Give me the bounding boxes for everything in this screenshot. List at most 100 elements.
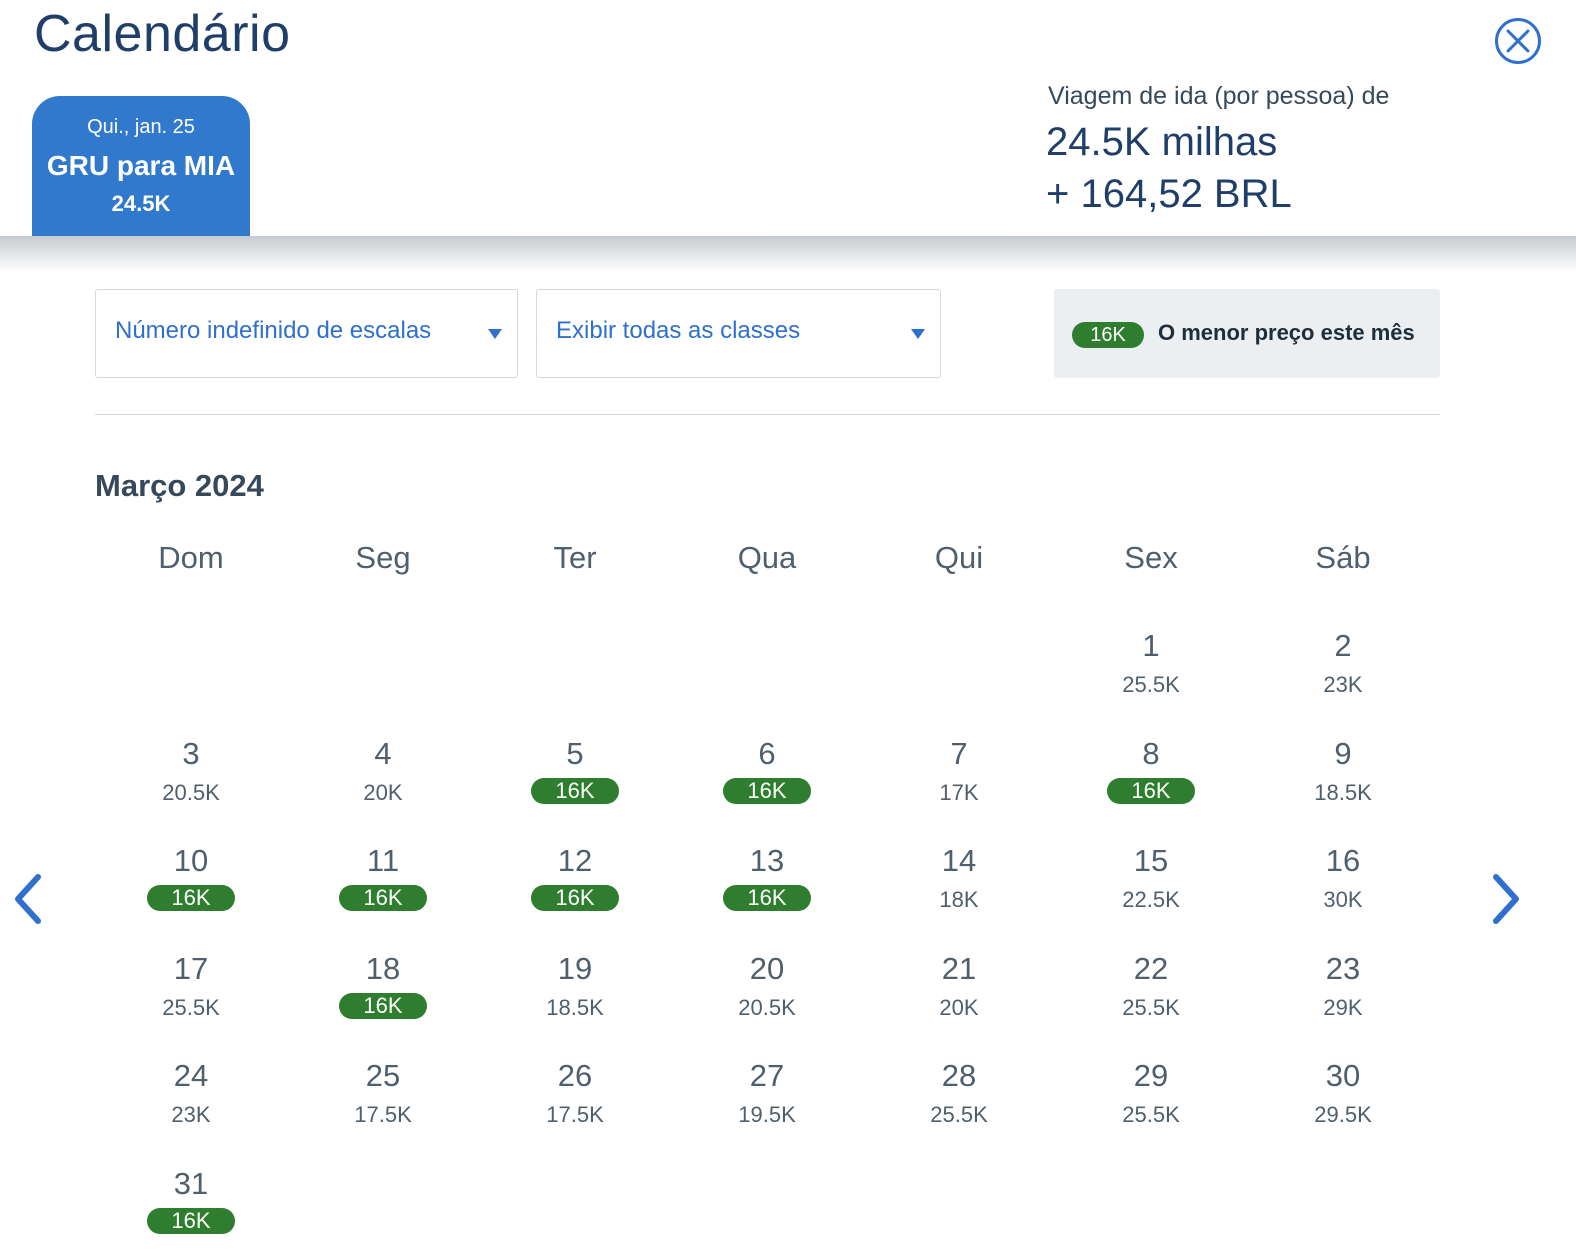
- day-number: 29: [1133, 1058, 1169, 1093]
- day-price: 20K: [939, 994, 979, 1020]
- legend-text: O menor preço este mês: [1158, 320, 1415, 345]
- lowest-price-badge: 16K: [1107, 777, 1195, 804]
- day-number: 24: [173, 1058, 209, 1093]
- cabin-select[interactable]: Exibir todas as classes: [536, 289, 941, 378]
- calendar-day[interactable]: 27 19.5K: [671, 1050, 863, 1150]
- fare-label: Viagem de ida (por pessoa) de: [1048, 82, 1390, 110]
- previous-month-button[interactable]: [8, 871, 48, 927]
- lowest-price-badge: 16K: [723, 885, 811, 911]
- day-number: 5: [566, 735, 584, 771]
- stops-select[interactable]: Número indefinido de escalas: [95, 289, 518, 378]
- day-number: 30: [1325, 1058, 1361, 1093]
- day-number: 19: [557, 950, 593, 986]
- calendar-day[interactable]: 31 16K: [95, 1158, 287, 1258]
- lowest-price-badge: 16K: [147, 885, 235, 911]
- day-number: 27: [749, 1058, 785, 1093]
- day-number: 10: [173, 843, 209, 878]
- flight-tab-price: 24.5K: [111, 191, 171, 216]
- weekday-label: Qui: [934, 540, 984, 575]
- calendar-day[interactable]: 14 18K: [863, 835, 1055, 935]
- day-number: 31: [173, 1165, 209, 1201]
- calendar-day[interactable]: 23 29K: [1247, 943, 1439, 1043]
- calendar-day[interactable]: 2 23K: [1247, 620, 1439, 720]
- day-number: 7: [950, 735, 968, 771]
- day-price: 25.5K: [1122, 994, 1180, 1020]
- calendar-day[interactable]: 22 25.5K: [1055, 943, 1247, 1043]
- calendar-day[interactable]: 6 16K: [671, 728, 863, 828]
- fare-miles: 24.5K milhas: [1046, 120, 1278, 164]
- day-number: 8: [1142, 735, 1160, 771]
- day-price: 17.5K: [354, 1102, 412, 1127]
- calendar-day[interactable]: 24 23K: [95, 1050, 287, 1150]
- flight-tab-route: GRU para MIA: [46, 150, 236, 181]
- day-number: 14: [941, 843, 977, 878]
- day-number: 11: [366, 843, 400, 878]
- weekday-header: Dom Seg Ter Qua Qui Sex Sáb: [95, 540, 1439, 584]
- calendar-day[interactable]: 10 16K: [95, 835, 287, 935]
- calendar-day[interactable]: 12 16K: [479, 835, 671, 935]
- calendar-day[interactable]: 9 18.5K: [1247, 728, 1439, 828]
- calendar-day[interactable]: 30 29.5K: [1247, 1050, 1439, 1150]
- caret-down-icon: [911, 329, 925, 339]
- fare-cash: + 164,52 BRL: [1046, 172, 1292, 216]
- next-month-button[interactable]: [1486, 871, 1526, 927]
- calendar-day[interactable]: 19 18.5K: [479, 943, 671, 1043]
- day-number: 22: [1133, 950, 1169, 986]
- day-price: 29.5K: [1314, 1102, 1372, 1127]
- flight-tab[interactable]: Qui., jan. 25 GRU para MIA 24.5K: [32, 96, 250, 236]
- close-button[interactable]: [1495, 18, 1541, 64]
- calendar-day[interactable]: 7 17K: [863, 728, 1055, 828]
- lowest-price-badge: 16K: [531, 885, 619, 911]
- calendar-day[interactable]: 28 25.5K: [863, 1050, 1055, 1150]
- weekday-label: Ter: [553, 540, 597, 575]
- day-number: 3: [182, 735, 200, 771]
- day-number: 6: [758, 735, 776, 771]
- day-number: 2: [1334, 628, 1352, 663]
- lowest-price-badge: 16K: [339, 992, 427, 1019]
- calendar-day[interactable]: 17 25.5K: [95, 943, 287, 1043]
- calendar-day[interactable]: 29 25.5K: [1055, 1050, 1247, 1150]
- day-price: 23K: [1323, 672, 1363, 697]
- day-number: 17: [173, 950, 209, 986]
- day-number: 12: [557, 843, 593, 878]
- lowest-price-legend: 16K O menor preço este mês: [1054, 289, 1440, 378]
- calendar-day[interactable]: 20 20.5K: [671, 943, 863, 1043]
- day-price: 25.5K: [1122, 1102, 1180, 1127]
- weekday-label: Sáb: [1315, 540, 1371, 575]
- lowest-price-badge: 16K: [339, 885, 427, 911]
- calendar-day[interactable]: 18 16K: [287, 943, 479, 1043]
- day-price: 25.5K: [1122, 672, 1180, 697]
- day-price: 22.5K: [1122, 887, 1180, 912]
- calendar-day[interactable]: 16 30K: [1247, 835, 1439, 935]
- day-price: 19.5K: [738, 1102, 796, 1127]
- calendar-day[interactable]: 1 25.5K: [1055, 620, 1247, 720]
- chevron-left-icon: [15, 874, 41, 924]
- cabin-select-value: Exibir todas as classes: [556, 317, 801, 344]
- weekday-label: Seg: [355, 540, 411, 575]
- day-number: 28: [941, 1058, 977, 1093]
- weekday-label: Dom: [158, 540, 224, 575]
- divider: [95, 414, 1440, 415]
- calendar-day[interactable]: 8 16K: [1055, 728, 1247, 828]
- stops-select-value: Número indefinido de escalas: [115, 317, 432, 344]
- day-number: 20: [749, 950, 785, 986]
- calendar-day[interactable]: 5 16K: [479, 728, 671, 828]
- calendar-day[interactable]: 21 20K: [863, 943, 1055, 1043]
- day-number: 15: [1133, 843, 1169, 878]
- calendar-day[interactable]: 11 16K: [287, 835, 479, 935]
- day-number: 25: [365, 1058, 401, 1093]
- day-price: 18.5K: [546, 994, 604, 1020]
- day-price: 18K: [939, 887, 979, 912]
- day-price: 23K: [171, 1102, 211, 1127]
- day-number: 9: [1334, 735, 1352, 771]
- calendar-day[interactable]: 15 22.5K: [1055, 835, 1247, 935]
- calendar-day[interactable]: 4 20K: [287, 728, 479, 828]
- calendar-day[interactable]: 25 17.5K: [287, 1050, 479, 1150]
- calendar-day[interactable]: 13 16K: [671, 835, 863, 935]
- day-number: 13: [749, 843, 785, 878]
- lowest-price-badge: 16K: [531, 777, 619, 804]
- chevron-right-icon: [1493, 874, 1519, 924]
- calendar-day[interactable]: 3 20.5K: [95, 728, 287, 828]
- month-title: Março 2024: [95, 468, 264, 503]
- calendar-day[interactable]: 26 17.5K: [479, 1050, 671, 1150]
